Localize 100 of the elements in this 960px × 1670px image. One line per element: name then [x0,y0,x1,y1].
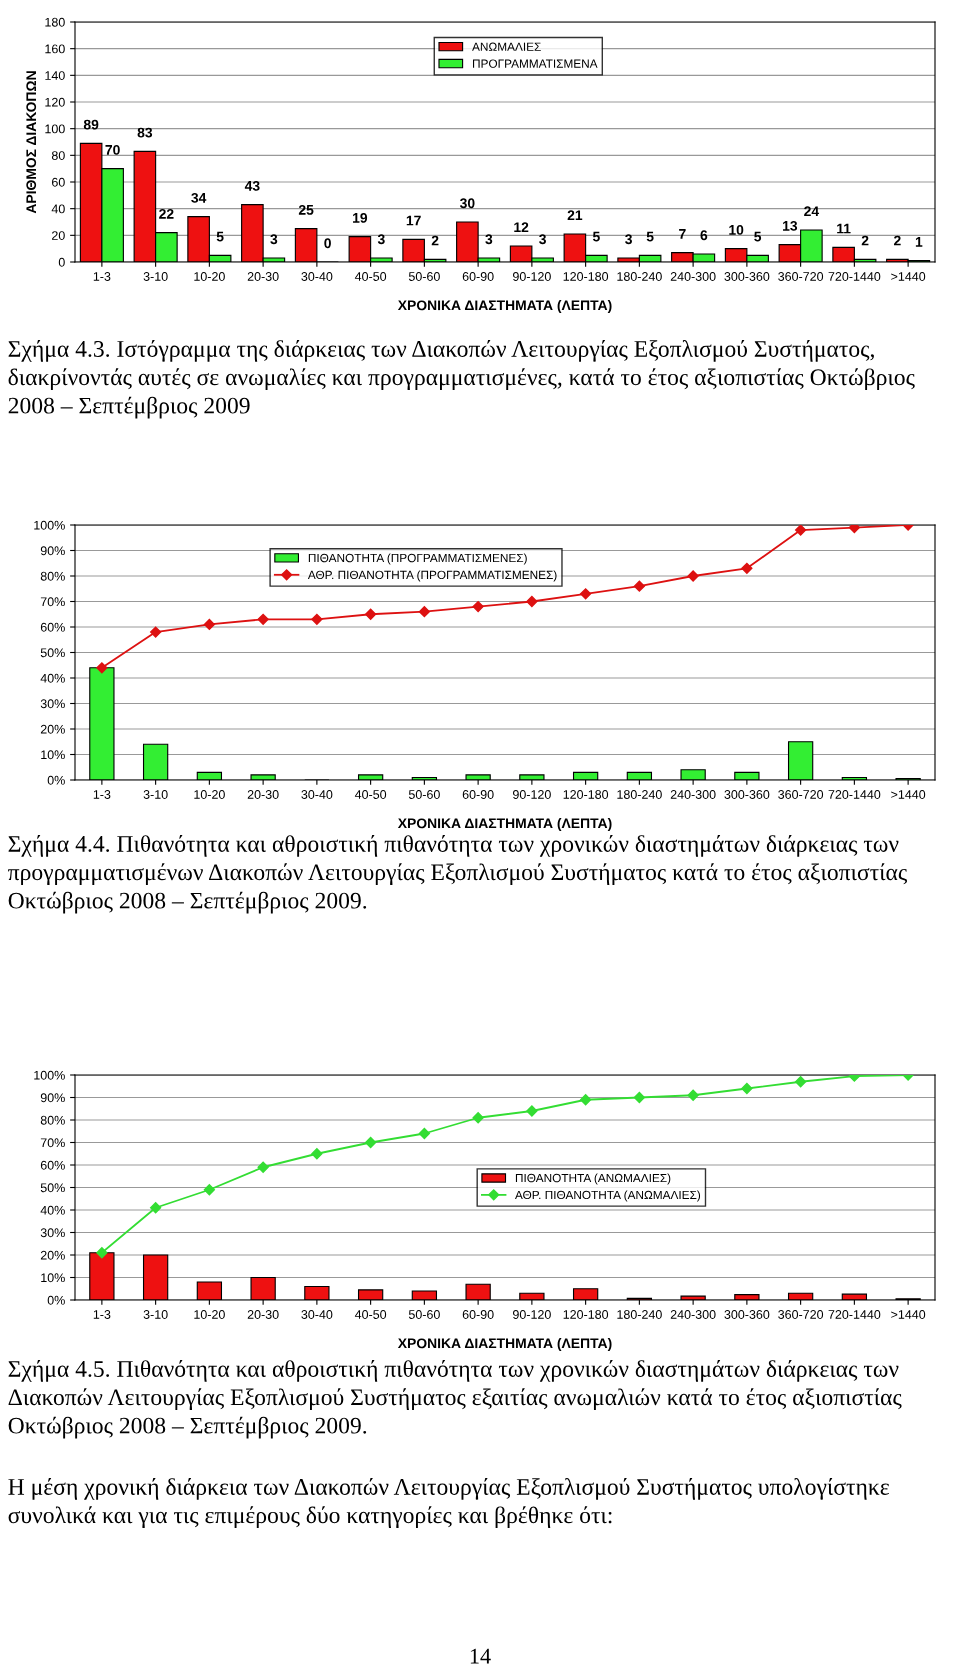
data-label: 22 [159,208,174,219]
x-tick-label: 180-240 [617,1310,662,1319]
x-tick-label: 60-90 [462,272,494,281]
y-tick-label: 100% [34,1070,65,1080]
y-tick-label: 10% [41,750,65,760]
y-tick-label: 50% [40,648,65,658]
x-tick-label: 20-30 [247,1310,279,1319]
y-tick-label: 30% [40,1228,65,1238]
data-label: 3 [485,234,493,245]
y-tick-label: 90% [40,1093,65,1103]
x-tick-label: 60-90 [462,1310,494,1319]
x-tick-label: 120-180 [563,1310,609,1319]
x-tick-label: 40-50 [354,790,387,799]
data-label: 7 [679,229,686,239]
x-tick-label: 10-20 [194,790,225,799]
y-tick-label: 180 [45,17,65,27]
y-tick-label: 40% [40,1205,65,1215]
y-tick-label: 60% [40,1160,65,1170]
y-tick-label: 70% [40,597,65,607]
data-label: 5 [646,231,654,242]
x-tick-label: >1440 [891,1310,926,1319]
data-label: 5 [592,231,600,242]
data-label: 43 [244,180,260,191]
data-label: 11 [837,223,851,234]
x-axis-title: ΧΡΟΝΙΚΑ ΔΙΑΣΤΗΜΑΤΑ (ΛΕΠΤΑ) [397,818,612,831]
y-tick-label: 40 [51,204,65,214]
x-tick-label: 50-60 [408,790,440,799]
x-tick-label: 120-180 [563,790,609,799]
text: Η μέση χρονική διάρκεια των Διακοπών Λειτουργίας Εξοπλισμού Συστήματος υπολογίστηκε συνολικά και για τις επιμέρους δύο κατηγορίες και βρέθηκε ότι: [8,1478,889,1529]
data-label: 3 [270,234,278,245]
x-tick-label: 180-240 [617,272,662,281]
data-label: 5 [216,231,224,242]
x-tick-label: 3-10 [143,1310,168,1319]
y-tick-label: 90% [40,546,65,556]
y-tick-label: 30% [40,699,65,709]
y-tick-label: 0 [58,257,65,267]
x-tick-label: 40-50 [354,1310,387,1319]
data-label: 19 [353,212,368,223]
x-tick-label: 240-300 [670,272,716,281]
data-label: 34 [191,192,207,203]
data-label: 3 [539,234,546,245]
x-tick-label: 300-360 [724,790,770,799]
x-tick-label: 30-40 [301,272,333,281]
text: Σχήμα 4.4. Πιθανότητα και αθροιστική πιθανότητα των χρονικών διαστημάτων διάρκειας των προγραμματισμένων Διακοπών Λειτουργίας Εξοπλισμού Συστήματος κατά το έτος αξιοπιστίας Οκτώβριος 2008 – Σεπτέμβριος 2009. [8,835,907,914]
y-tick-label: 20% [40,724,65,734]
x-tick-label: 20-30 [247,272,279,281]
y-tick-label: 100 [45,124,65,134]
legend-label: ΑΘΡ. ΠΙΘΑΝΟΤΗΤΑ (ΑΝΩΜΑΛΙΕΣ) [514,1190,701,1202]
data-label: 21 [567,210,583,221]
x-tick-label: 240-300 [670,790,716,799]
data-label: 83 [137,127,153,138]
data-label: 0 [324,238,331,249]
x-tick-label: 10-20 [194,272,225,281]
data-label: 3 [625,234,632,245]
y-tick-label: 160 [45,44,65,54]
text: Σχήμα 4.5. Πιθανότητα και αθροιστική πιθανότητα των χρονικών διαστημάτων διάρκειας των Διακοπών Λειτουργίας Εξοπλισμού Συστήματος εξαιτίας ανωμαλιών κατά το έτος αξιοπιστίας Οκτώβριος 2008 – Σεπτέμβριος 2009. [8,1360,902,1439]
x-tick-label: 40-50 [354,272,387,281]
legend-label: ΠΙΘΑΝΟΤΗΤΑ (ΠΡΟΓΡΑΜΜΑΤΙΣΜΕΝΕΣ) [308,553,527,565]
y-tick-label: 70% [40,1138,65,1148]
x-tick-label: 50-60 [408,272,440,281]
data-label: 12 [514,222,529,233]
x-tick-label: 300-360 [724,1310,770,1319]
y-tick-label: 40% [40,673,65,683]
x-tick-label: 30-40 [301,790,333,799]
legend-label: ΠΡΟΓΡΑΜΜΑΤΙΣΜΕΝΑ [473,59,598,68]
x-tick-label: 30-40 [301,1310,333,1319]
data-label: 2 [431,235,439,246]
x-tick-label: 3-10 [143,790,168,799]
y-tick-label: 80 [51,151,65,160]
y-tick-label: 0% [47,1295,65,1305]
x-tick-label: 3-10 [143,272,168,281]
x-tick-label: 1-3 [93,1310,111,1319]
x-tick-label: 1-3 [93,790,111,799]
x-tick-label: 90-120 [513,1310,551,1319]
data-label: 70 [105,144,120,155]
x-tick-label: 360-720 [778,1310,824,1319]
data-label: 13 [783,220,798,231]
data-label: 10 [729,224,744,235]
data-label: 2 [861,235,869,246]
x-tick-label: >1440 [891,272,926,281]
x-tick-label: 20-30 [247,790,279,799]
data-label: 5 [754,231,762,242]
y-axis-title: ΑΡΙΘΜΟΣ ΔΙΑΚΟΠΩΝ [26,71,37,214]
y-tick-label: 80% [40,1115,65,1125]
y-tick-label: 20 [52,231,65,240]
data-label: 30 [459,198,475,209]
x-tick-label: 120-180 [563,272,609,281]
data-label: 3 [377,234,385,245]
x-tick-label: 240-300 [670,1310,716,1319]
x-axis-title: ΧΡΟΝΙΚΑ ΔΙΑΣΤΗΜΑΤΑ (ΛΕΠΤΑ) [397,300,612,313]
x-axis-title: ΧΡΟΝΙΚΑ ΔΙΑΣΤΗΜΑΤΑ (ΛΕΠΤΑ) [397,1338,612,1351]
data-label: 2 [893,235,901,246]
x-tick-label: 90-120 [513,790,551,799]
x-tick-label: 720-1440 [828,272,881,281]
y-tick-label: 60 [52,177,65,187]
data-label: 24 [804,206,820,217]
y-tick-label: 120 [45,97,65,107]
x-tick-label: 360-720 [778,272,824,281]
data-label: 25 [298,204,314,215]
x-tick-label: 720-1440 [828,1310,881,1319]
